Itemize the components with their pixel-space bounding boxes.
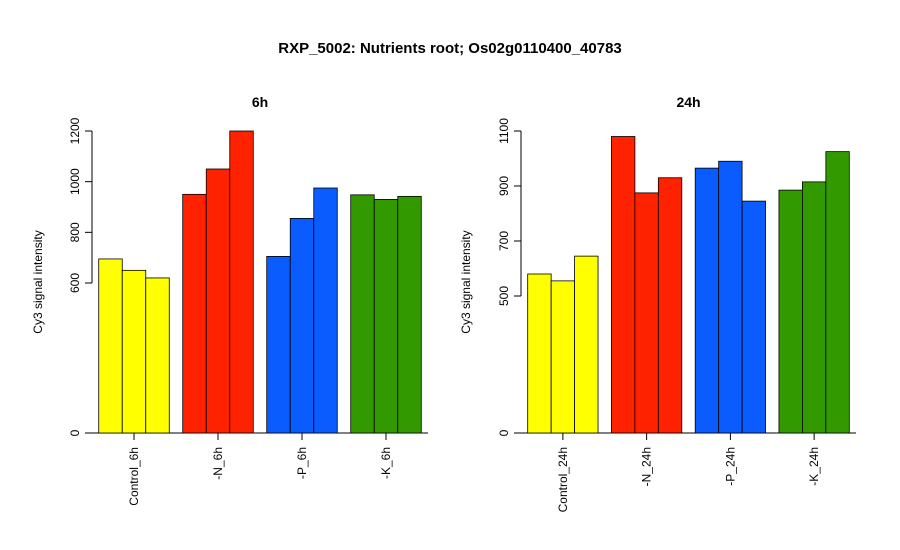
bar--P_6h-3 — [313, 187, 338, 434]
y-axis-label: Cy3 signal intensity — [31, 230, 45, 333]
bar--P_24h-3 — [741, 200, 766, 434]
bar--K_6h-2 — [373, 198, 399, 434]
bar-Control_6h-1 — [98, 258, 123, 434]
figure-title: RXP_5002: Nutrients root; Os02g0110400_4… — [278, 40, 622, 57]
bar--P_24h-2 — [718, 160, 743, 434]
y-tick-label: 1200 — [68, 117, 82, 144]
x-category-label: -K_6h — [379, 447, 393, 479]
bar--P_6h-2 — [289, 217, 315, 434]
bar--K_6h-3 — [397, 195, 422, 434]
y-tick-label: 500 — [497, 286, 511, 306]
bar--N_24h-1 — [611, 136, 636, 434]
bar--N_24h-3 — [657, 177, 683, 434]
bar--P_6h-1 — [266, 255, 291, 434]
y-tick-label: 1100 — [497, 118, 511, 144]
panel-title: 6h — [252, 94, 268, 110]
x-category-label: -P_24h — [723, 447, 737, 486]
y-tick-label: 1000 — [68, 168, 82, 195]
bar--N_6h-2 — [205, 168, 231, 434]
bar--K_6h-1 — [350, 194, 375, 434]
y-tick-label: 700 — [497, 231, 511, 251]
bar--N_24h-2 — [634, 192, 659, 434]
x-category-label: -P_6h — [295, 447, 309, 479]
y-tick-label: 0 — [68, 429, 82, 436]
y-tick-label: 800 — [68, 222, 82, 242]
bar-Control_6h-3 — [145, 277, 170, 434]
x-category-label: Control_6h — [127, 447, 141, 506]
bar--P_24h-1 — [694, 167, 720, 434]
y-tick-label: 900 — [497, 176, 511, 196]
bar-Control_24h-3 — [574, 255, 599, 434]
y-tick-label: 0 — [497, 429, 511, 436]
x-category-label: -K_24h — [807, 447, 821, 486]
y-axis-label: Cy3 signal intensity — [459, 230, 473, 333]
bar--K_24h-1 — [778, 189, 803, 434]
panel-24h: 24h Cy3 signal intensity 0 500 700 900 1100 Con… — [459, 94, 856, 512]
x-category-label: -N_6h — [211, 447, 225, 480]
panel-6h: 6h Cy3 signal intensity 0 600 800 1000 1200 Con… — [31, 94, 428, 506]
x-category-label: Control_24h — [556, 447, 570, 512]
x-category-label: -N_24h — [640, 447, 654, 486]
bar-Control_6h-2 — [121, 269, 147, 434]
y-tick-label: 600 — [68, 273, 82, 293]
bar--K_24h-3 — [825, 151, 850, 434]
bar-Control_24h-2 — [550, 280, 576, 434]
bar--N_6h-1 — [182, 193, 207, 434]
panel-title: 24h — [676, 94, 700, 110]
bar--N_6h-3 — [229, 130, 254, 434]
bar--K_24h-2 — [802, 181, 827, 434]
bar-Control_24h-1 — [527, 273, 552, 434]
